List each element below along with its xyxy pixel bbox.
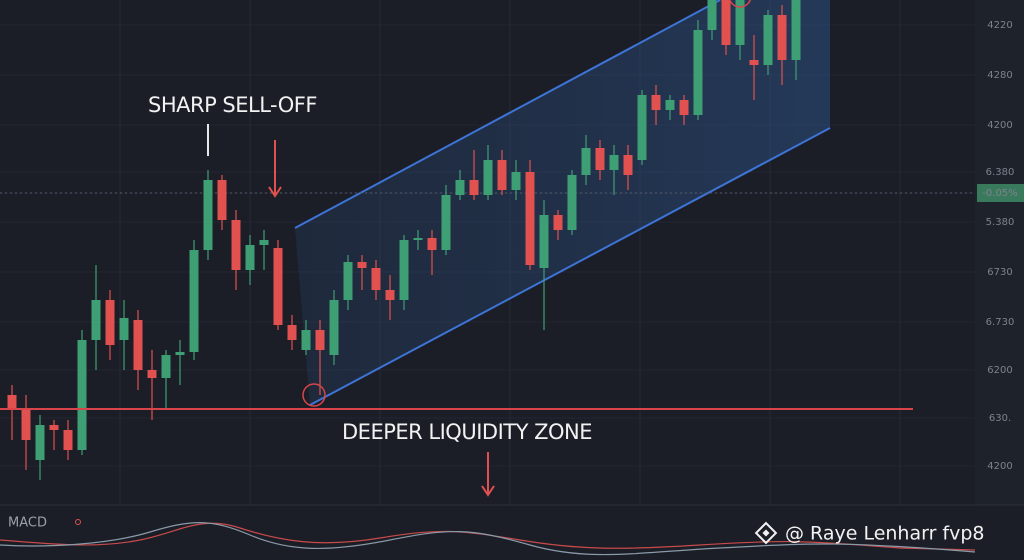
candle-body [399, 240, 409, 300]
watermark: @ Raye Lenharr fvp8 [785, 523, 985, 545]
candle-body [497, 160, 507, 190]
y-tick-label: 4200 [987, 461, 1012, 472]
candle-body [707, 0, 717, 30]
candle-body [693, 30, 703, 115]
candle-body [287, 325, 297, 340]
candles [7, 0, 801, 480]
candle-body [553, 215, 563, 230]
candle-body [315, 330, 325, 350]
candle-body [49, 425, 59, 430]
candle-body [161, 355, 171, 378]
candle-body [455, 180, 465, 195]
y-tick-label: 5.380 [986, 217, 1015, 228]
candle-body [189, 250, 199, 352]
candle-body [63, 430, 73, 450]
candle-body [413, 238, 423, 240]
candle-body [721, 0, 731, 45]
low-marker [302, 383, 326, 407]
channel-lower [309, 127, 831, 406]
candle-body [665, 100, 675, 110]
candle-body [357, 262, 367, 268]
macd-line [0, 522, 976, 556]
candle-body [147, 370, 157, 378]
price-tag [977, 184, 1024, 202]
arrow-head [268, 186, 282, 198]
candle-body [679, 100, 689, 115]
candle-body [203, 180, 213, 250]
candle-body [427, 238, 437, 250]
candle-body [385, 290, 395, 300]
axis-panel [975, 0, 1024, 505]
candle-body [595, 148, 605, 170]
candle-body [35, 425, 45, 460]
indicator-dot [75, 519, 81, 525]
y-tick-label: 4200 [987, 120, 1012, 131]
candle-body [525, 172, 535, 265]
candle-body [763, 15, 773, 65]
high-marker [728, 0, 752, 8]
candle-body [231, 220, 241, 270]
candle-body [217, 180, 227, 220]
y-tick-label: 6730 [987, 267, 1012, 278]
candle-body [567, 175, 577, 230]
candle-body [21, 410, 31, 440]
candle-body [539, 215, 549, 268]
candle-body [259, 240, 269, 245]
candle-body [511, 172, 521, 190]
annotation: SHARP SELL-OFF [148, 93, 317, 117]
candle-body [371, 268, 381, 290]
candle-body [77, 340, 87, 450]
y-tick-label: 4280 [987, 70, 1012, 81]
candle-body [623, 155, 633, 175]
candle-body [749, 60, 759, 65]
indicator-label: MACD [8, 516, 47, 531]
candle-body [441, 195, 451, 250]
candle-body [735, 0, 745, 45]
y-tick-label: 6200 [987, 365, 1012, 376]
candle-body [273, 248, 283, 325]
y-tick-label: 630. [989, 413, 1011, 424]
candle-body [329, 300, 339, 355]
annotation: DEEPER LIQUIDITY ZONE [342, 420, 592, 444]
candle-body [791, 0, 801, 60]
candle-body [133, 320, 143, 370]
candle-body [469, 180, 479, 195]
candle-body [245, 245, 255, 270]
candle-body [483, 160, 493, 195]
y-tick-label: 6.730 [986, 317, 1015, 328]
candle-body [105, 300, 115, 345]
y-tick-label: 6.380 [986, 167, 1015, 178]
arrow-head [481, 485, 495, 497]
candle-body [175, 352, 185, 355]
candle-body [637, 95, 647, 160]
candle-body [581, 148, 591, 175]
candle-body [777, 15, 787, 60]
candle-body [119, 318, 129, 340]
candle-body [301, 330, 311, 350]
y-axis: 4220 4280 4200 6.380 -0.05% 5.380 6730 6.730 620… [982, 20, 1017, 472]
channel-upper [294, 0, 721, 229]
candle-body [7, 395, 17, 410]
candle-body [651, 95, 661, 110]
y-tick-label: 4220 [987, 20, 1012, 31]
candle-body [609, 155, 619, 170]
watermark-icon [754, 521, 778, 545]
candle-body [91, 300, 101, 340]
macd-signal [0, 522, 976, 551]
candle-body [343, 262, 353, 300]
y-tick-label: -0.05% [982, 188, 1017, 199]
